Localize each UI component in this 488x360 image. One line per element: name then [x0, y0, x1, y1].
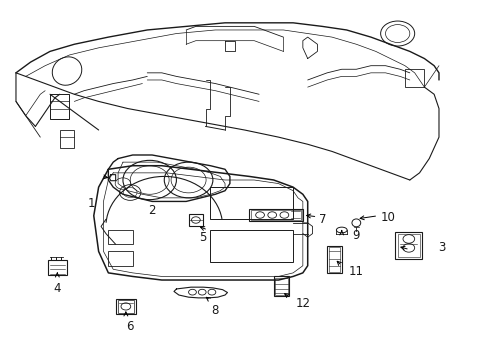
- Bar: [273, 276, 288, 296]
- Text: 10: 10: [380, 211, 395, 224]
- Bar: [251, 210, 300, 220]
- Text: 6: 6: [126, 320, 134, 333]
- Bar: [404, 69, 424, 87]
- Bar: [394, 232, 421, 258]
- Text: 9: 9: [352, 229, 359, 242]
- Bar: [108, 230, 132, 244]
- Text: 3: 3: [437, 241, 444, 255]
- Text: 11: 11: [348, 265, 363, 278]
- Text: 12: 12: [295, 297, 310, 310]
- Text: 1: 1: [87, 197, 95, 210]
- Bar: [328, 247, 340, 272]
- Bar: [60, 130, 74, 148]
- Bar: [50, 94, 69, 119]
- Bar: [108, 251, 132, 266]
- Text: 8: 8: [211, 304, 219, 317]
- Text: 7: 7: [318, 213, 325, 226]
- Bar: [188, 214, 203, 226]
- Bar: [275, 278, 287, 295]
- Text: 5: 5: [199, 231, 206, 244]
- Text: 2: 2: [148, 204, 156, 217]
- Bar: [326, 246, 341, 273]
- Bar: [210, 230, 292, 262]
- Bar: [116, 299, 136, 314]
- Text: 4: 4: [54, 283, 61, 296]
- Bar: [397, 234, 419, 257]
- Bar: [117, 300, 134, 312]
- Bar: [249, 208, 302, 221]
- Bar: [47, 260, 67, 275]
- Bar: [210, 187, 292, 219]
